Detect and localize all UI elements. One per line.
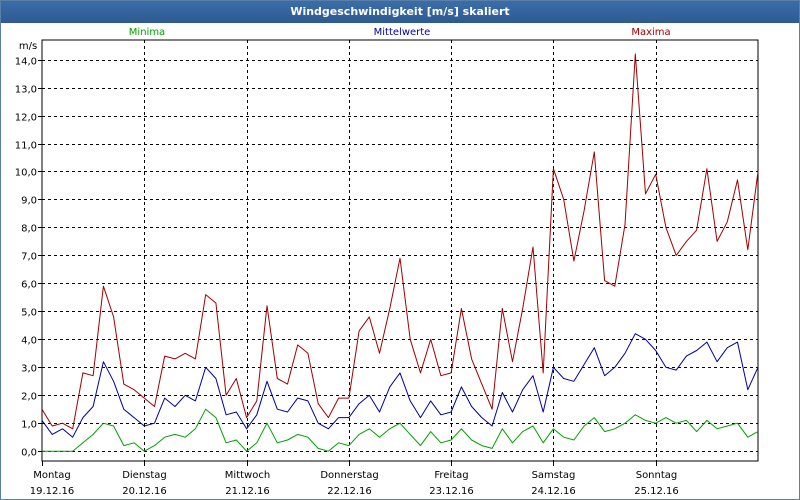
x-axis: Montag 19.12.16 Dienstag 20.12.16 Mittwoch 21… <box>30 461 679 497</box>
x-tick-date: 21.12.16 <box>225 486 270 497</box>
y-tick-label: 3,0 <box>21 364 37 375</box>
x-tick-date: 24.12.16 <box>531 486 576 497</box>
y-axis: 0,0 1,0 2,0 3,0 4,0 5,0 6,0 7,0 8,0 9,0 10,0 11,0 12… <box>15 57 42 459</box>
y-tick-label: 0,0 <box>21 448 37 459</box>
y-tick-label: 5,0 <box>21 308 37 319</box>
x-tick-day: Sonntag <box>636 470 678 481</box>
y-tick-label: 10,0 <box>15 168 37 179</box>
y-tick-label: 1,0 <box>21 420 37 431</box>
y-tick-label: 8,0 <box>21 224 37 235</box>
y-tick-label: 13,0 <box>15 85 37 96</box>
x-tick-day: Mittwoch <box>225 470 270 481</box>
y-tick-label: 4,0 <box>21 336 37 347</box>
x-tick-day: Samstag <box>532 470 576 481</box>
x-tick-day: Freitag <box>434 470 468 481</box>
legend-mittelwerte: Mittelwerte <box>374 27 431 38</box>
x-tick-day: Dienstag <box>122 470 167 481</box>
x-tick-day: Montag <box>33 470 70 481</box>
x-tick-date: 19.12.16 <box>30 486 75 497</box>
y-tick-label: 2,0 <box>21 392 37 403</box>
y-axis-label: m/s <box>19 41 37 52</box>
y-tick-label: 12,0 <box>15 113 37 124</box>
series-line-mittelwerte <box>41 333 759 438</box>
legend-maxima: Maxima <box>631 27 670 38</box>
legend-minima: Minima <box>129 27 165 38</box>
y-tick-label: 6,0 <box>21 280 37 291</box>
x-tick-date: 23.12.16 <box>429 486 474 497</box>
x-tick-day: Donnerstag <box>320 470 378 481</box>
series-line-maxima <box>41 53 759 430</box>
plot-frame <box>41 39 759 462</box>
y-tick-label: 11,0 <box>15 141 37 152</box>
chart-legend: Minima Mittelwerte Maxima <box>129 27 671 38</box>
x-tick-date: 20.12.16 <box>122 486 167 497</box>
y-tick-label: 7,0 <box>21 252 37 263</box>
y-tick-label: 9,0 <box>21 196 37 207</box>
y-tick-label: 14,0 <box>15 57 37 68</box>
window-title: Windgeschwindigkeit [m/s] skaliert <box>1 1 799 23</box>
chart-grid <box>41 39 759 462</box>
series-line-minima <box>42 408 759 452</box>
x-tick-date: 22.12.16 <box>327 486 372 497</box>
chart-series <box>41 53 759 452</box>
x-tick-date: 25.12.16 <box>634 486 679 497</box>
